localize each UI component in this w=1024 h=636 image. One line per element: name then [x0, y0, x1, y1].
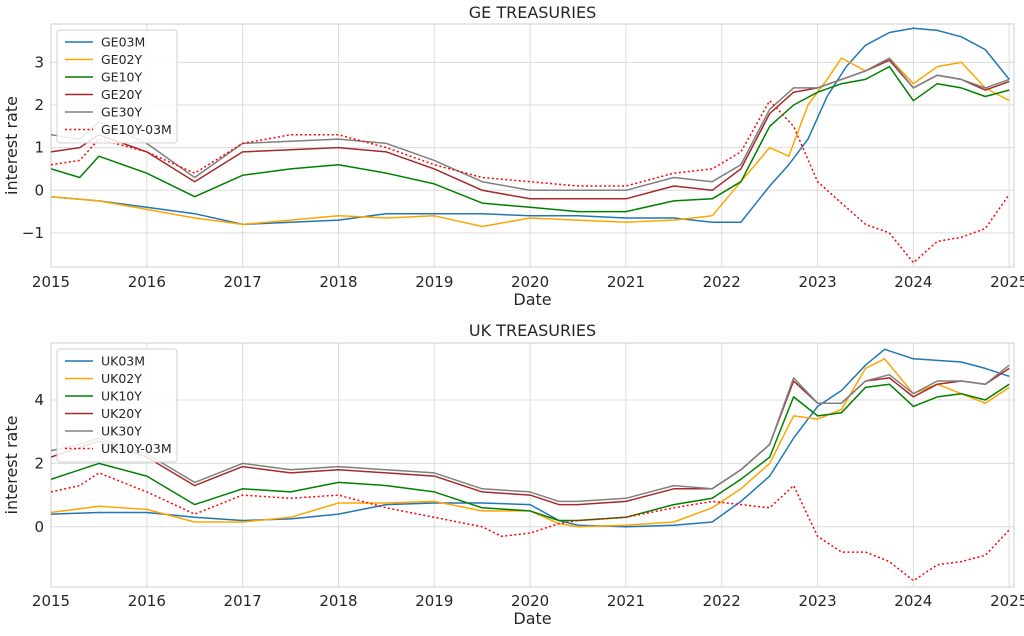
gridlines [50, 24, 1014, 267]
x-axis-label: Date [513, 609, 551, 628]
x-tick-label: 2019 [415, 273, 453, 291]
series-line-uk30y [51, 364, 1010, 503]
x-tick-label: 2016 [128, 592, 166, 610]
y-tick-label: 2 [34, 96, 44, 114]
y-tick-label: 0 [34, 518, 44, 536]
y-tick-label: 4 [34, 391, 44, 409]
series-line-ge10y [51, 65, 1010, 213]
legend-label: GE03M [101, 35, 145, 50]
legend-label: GE20Y [101, 87, 142, 102]
x-tick-label: 2023 [798, 273, 836, 291]
x-tick-label: 2021 [607, 592, 645, 610]
y-tick-label: 0 [34, 181, 44, 199]
y-tick-label: −1 [22, 224, 44, 242]
x-tick-label: 2023 [798, 592, 836, 610]
x-tick-label: 2024 [894, 273, 932, 291]
series-line-uk20y [51, 367, 1010, 506]
series-line-ge10y-03m [51, 99, 1010, 264]
x-tick-label: 2018 [319, 592, 357, 610]
x-tick-label: 2021 [607, 273, 645, 291]
chart-title: UK TREASURIES [469, 321, 596, 340]
x-tick-label: 2017 [224, 592, 262, 610]
x-axis-label: Date [513, 290, 551, 309]
legend: UK03M UK02Y UK10Y UK20Y UK30Y UK10Y-03M [56, 348, 178, 463]
plot-frame [50, 23, 1015, 268]
chart-title: GE TREASURIES [469, 3, 597, 22]
x-tick-label: 2025 [990, 592, 1024, 610]
legend-label: GE30Y [101, 105, 142, 120]
x-tick-label: 2022 [703, 592, 741, 610]
x-tick-label: 2015 [32, 592, 70, 610]
x-tick-label: 2015 [32, 273, 70, 291]
series-line-ge30y [51, 57, 1010, 192]
x-tick-label: 2016 [128, 273, 166, 291]
x-tick-label: 2024 [894, 592, 932, 610]
x-tick-label: 2020 [511, 592, 549, 610]
y-tick-label: 3 [34, 53, 44, 71]
x-tick-label: 2020 [511, 273, 549, 291]
legend-label: UK02Y [101, 371, 142, 386]
x-tick-label: 2022 [703, 273, 741, 291]
series-line-uk10y-03m [51, 472, 1010, 582]
y-axis-label: interest rate [2, 96, 21, 195]
legend-label: UK20Y [101, 406, 142, 421]
series-group [51, 348, 1010, 582]
plot-frame [50, 342, 1015, 588]
legend-box [56, 348, 178, 463]
y-tick-label: 2 [34, 454, 44, 472]
x-tick-label: 2025 [990, 273, 1024, 291]
legend-label: UK30Y [101, 424, 142, 439]
legend-label: GE10Y-03M [101, 122, 172, 137]
series-line-ge02y [51, 57, 1010, 228]
series-line-uk02y [51, 358, 1010, 528]
legend-label: GE02Y [101, 52, 142, 67]
legend-label: GE10Y [101, 70, 142, 85]
legend-box [56, 29, 178, 144]
x-tick-label: 2017 [224, 273, 262, 291]
y-axis-label: interest rate [2, 416, 21, 515]
x-tick-label: 2019 [415, 592, 453, 610]
legend-label: UK10Y-03M [101, 441, 172, 456]
chart-panel-0: 2015 2016 2017 2018 2019 2020 2021 2022 2023 2024… [2, 3, 1024, 309]
series-group [51, 27, 1010, 264]
x-tick-label: 2018 [319, 273, 357, 291]
chart-panel-1: 2015 2016 2017 2018 2019 2020 2021 2022 2023 2024… [2, 321, 1024, 628]
legend-label: UK03M [101, 354, 145, 369]
legend: GE03M GE02Y GE10Y GE20Y GE30Y GE10Y-03M [56, 29, 178, 144]
legend-label: UK10Y [101, 389, 142, 404]
y-tick-label: 1 [34, 139, 44, 157]
series-line-ge03m [51, 27, 1010, 226]
